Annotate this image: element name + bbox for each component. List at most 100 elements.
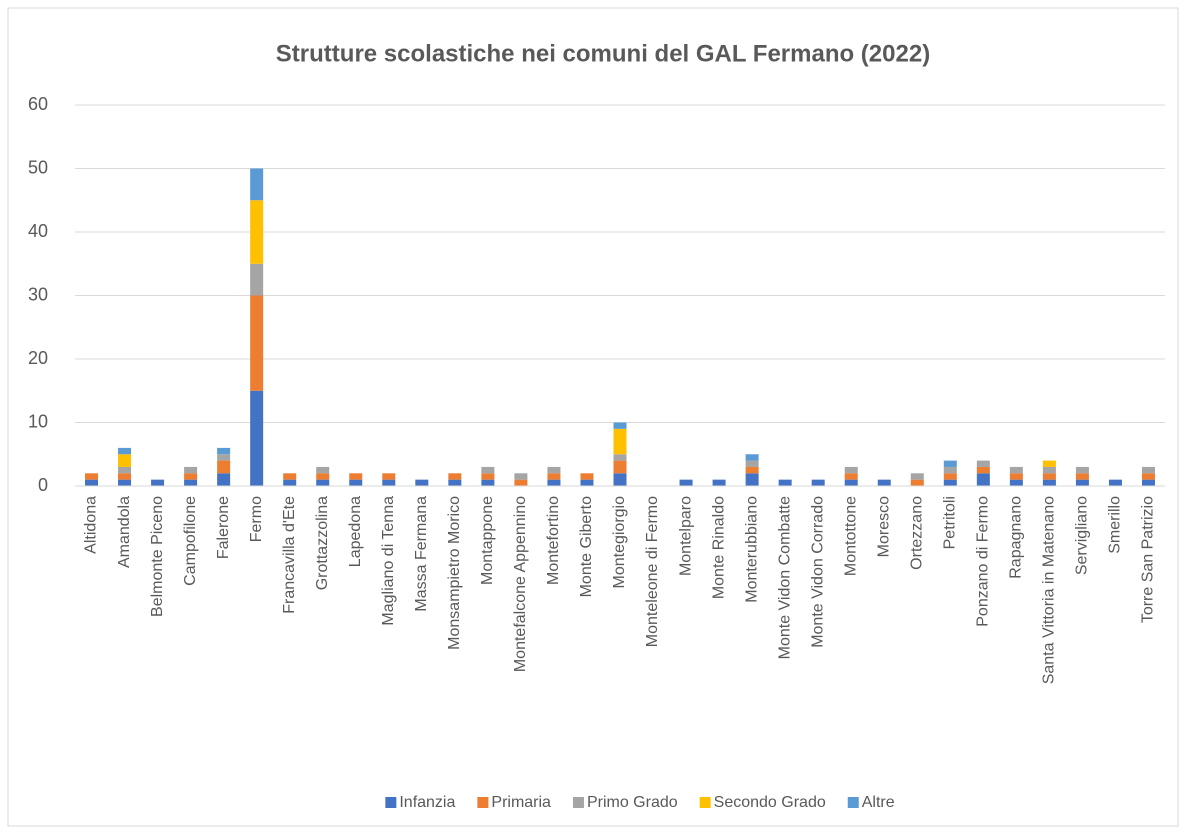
bar-segment: [844, 466, 858, 474]
bar-segment: [1042, 466, 1056, 474]
bar-segment: [910, 479, 924, 486]
legend-label: Primaria: [491, 794, 551, 811]
bar-segment: [481, 479, 495, 486]
bar-segment: [250, 168, 264, 201]
x-tick-label: Montefalcone Appennino: [512, 496, 529, 672]
bar-segment: [745, 473, 759, 486]
x-tick-label: Montegiorgio: [611, 496, 628, 589]
x-tick-label: Santa Vittoria in Matenano: [1041, 496, 1058, 684]
x-tick-label: Monte Rinaldo: [710, 496, 727, 599]
chart-border: [7, 7, 1179, 827]
bar-segment: [844, 473, 858, 480]
bar-segment: [217, 460, 231, 474]
bar-segment: [85, 479, 99, 486]
y-tick-label: 20: [28, 348, 48, 368]
bar-segment: [910, 473, 924, 480]
x-tick-label: Montelparo: [677, 496, 694, 576]
bar-segment: [745, 454, 759, 461]
bar-segment: [1141, 466, 1155, 474]
bar-segment: [316, 479, 330, 486]
bar-segment: [217, 454, 231, 461]
x-tick-label: Monterubbiano: [743, 496, 760, 603]
x-tick-label: Belmonte Piceno: [149, 496, 166, 617]
bar-segment: [547, 479, 561, 486]
x-tick-label: Lapedona: [347, 496, 364, 567]
bar-segment: [613, 473, 627, 486]
x-tick-label: Montappone: [479, 496, 496, 585]
bar-segment: [943, 473, 957, 480]
bar-segment: [1009, 479, 1023, 486]
bar-segment: [712, 479, 726, 486]
x-tick-label: Massa Fermana: [413, 496, 430, 612]
x-tick-label: Monte Giberto: [578, 496, 595, 597]
bar-segment: [250, 263, 264, 296]
bar-segment: [217, 473, 231, 486]
bar-segment: [184, 473, 198, 480]
bar-segment: [481, 473, 495, 480]
x-tick-label: Moresco: [875, 496, 892, 557]
bar-segment: [613, 428, 627, 455]
legend-swatch: [477, 797, 489, 808]
bar-segment: [514, 473, 528, 480]
x-tick-label: Rapagnano: [1008, 496, 1025, 579]
x-tick-label: Altidona: [83, 496, 100, 554]
x-tick-label: Monsampietro Morico: [446, 496, 463, 650]
x-tick-label: Petritoli: [942, 496, 959, 549]
x-tick-label: Monteleone di Fermo: [644, 496, 661, 647]
legend-swatch: [699, 797, 711, 808]
bar-segment: [151, 479, 165, 486]
bar-segment: [547, 466, 561, 474]
bar-segment: [1075, 466, 1089, 474]
bar-segment: [547, 473, 561, 480]
bar-segment: [250, 390, 264, 486]
bar-segment: [943, 460, 957, 467]
x-tick-label: Torre San Patrizio: [1140, 496, 1157, 623]
bar-segment: [1108, 479, 1122, 486]
bar-segment: [316, 473, 330, 480]
bar-segment: [844, 479, 858, 486]
x-tick-label: Magliano di Tenna: [380, 496, 397, 626]
bar-segment: [250, 295, 264, 391]
x-tick-label: Fermo: [248, 496, 265, 542]
legend-swatch: [572, 797, 584, 808]
y-tick-label: 40: [28, 221, 48, 241]
x-tick-label: Smerillo: [1107, 496, 1124, 554]
bar-segment: [118, 447, 132, 455]
x-tick-label: Montefortino: [545, 496, 562, 585]
bar-segment: [514, 479, 528, 486]
bar-segment: [283, 479, 297, 486]
bar-segment: [481, 466, 495, 474]
bar-segment: [580, 479, 594, 486]
x-tick-label: Monte Vidon Combatte: [776, 496, 793, 659]
bar-segment: [316, 466, 330, 474]
bar-segment: [976, 473, 990, 486]
bar-segment: [943, 479, 957, 486]
bar-segment: [283, 473, 297, 480]
legend-label: Altre: [862, 794, 895, 811]
y-tick-label: 60: [28, 94, 48, 114]
bar-segment: [613, 422, 627, 429]
bar-segment: [382, 473, 396, 480]
legend-label: Primo Grado: [587, 794, 678, 811]
bar-segment: [1009, 473, 1023, 480]
bar-segment: [415, 479, 429, 486]
bar-segment: [382, 479, 396, 486]
x-tick-label: Amandola: [116, 496, 133, 568]
bar-segment: [811, 479, 825, 486]
bar-segment: [1009, 466, 1023, 474]
bar-segment: [745, 460, 759, 467]
y-tick-label: 50: [28, 157, 48, 177]
x-tick-label: Monte Vidon Corrado: [809, 496, 826, 648]
bar-segment: [118, 466, 132, 474]
x-tick-label: Ponzano di Fermo: [975, 496, 992, 627]
bar-segment: [1075, 473, 1089, 480]
y-tick-label: 30: [28, 284, 48, 304]
x-tick-label: Servigliano: [1074, 496, 1091, 575]
bar-segment: [1042, 473, 1056, 480]
bar-segment: [118, 479, 132, 486]
legend-label: Secondo Grado: [714, 794, 826, 811]
bar-segment: [349, 473, 363, 480]
bar-segment: [118, 473, 132, 480]
bar-segment: [1075, 479, 1089, 486]
